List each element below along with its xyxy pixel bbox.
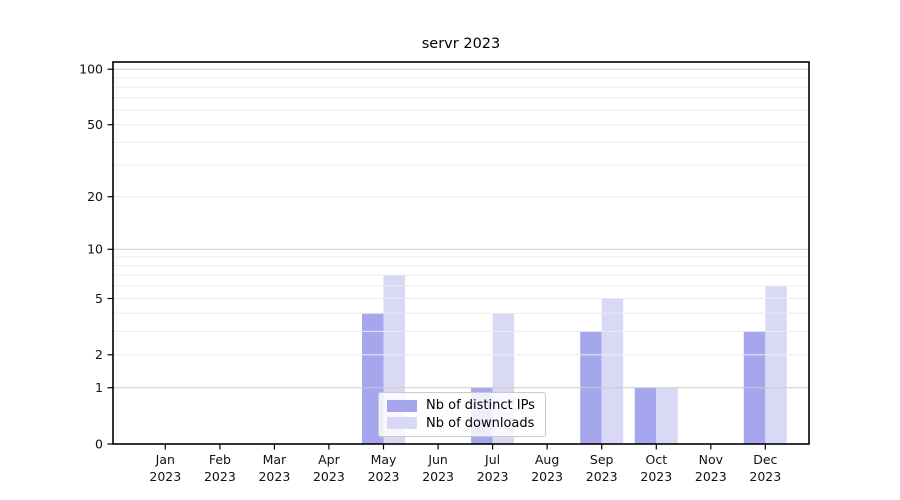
x-tick-label: May: [371, 452, 397, 467]
legend-item-distinct-ips: Nb of distinct IPs: [387, 398, 539, 414]
y-tick-label: 5: [95, 291, 103, 306]
y-tick-label: 10: [87, 242, 103, 257]
legend-label-distinct-ips: Nb of distinct IPs: [426, 398, 535, 414]
x-tick-label: Feb: [209, 452, 231, 467]
x-tick-label: 2023: [204, 469, 236, 484]
x-tick-label: Sep: [590, 452, 614, 467]
legend-swatch-downloads: [387, 417, 417, 430]
x-tick-label: Jun: [427, 452, 448, 467]
y-tick-label: 20: [87, 189, 103, 204]
x-tick-label: 2023: [149, 469, 181, 484]
y-tick-label: 1: [95, 380, 103, 395]
y-tick-label: 50: [87, 117, 103, 132]
x-tick-label: Mar: [263, 452, 287, 467]
x-tick-label: 2023: [477, 469, 509, 484]
x-tick-label: 2023: [640, 469, 672, 484]
legend: Nb of distinct IPs Nb of downloads: [378, 392, 546, 437]
legend-swatch-distinct-ips: [387, 399, 417, 412]
y-tick-label: 2: [95, 347, 103, 362]
x-tick-label: 2023: [368, 469, 400, 484]
x-tick-label: 2023: [422, 469, 454, 484]
x-tick-label: 2023: [586, 469, 618, 484]
bar-downloads: [765, 286, 787, 444]
y-tick-label: 100: [79, 62, 103, 77]
y-tick-label: 0: [95, 436, 103, 451]
x-tick-label: Dec: [753, 452, 777, 467]
x-tick-label: Jan: [155, 452, 175, 467]
x-tick-label: 2023: [695, 469, 727, 484]
x-tick-label: Jul: [484, 452, 500, 467]
x-tick-label: 2023: [749, 469, 781, 484]
chart-title: servr 2023: [421, 36, 501, 52]
bar-downloads: [601, 298, 624, 444]
x-tick-label: 2023: [258, 469, 290, 484]
legend-item-downloads: Nb of downloads: [387, 415, 539, 431]
bar-downloads: [656, 387, 678, 444]
x-tick-label: Aug: [535, 452, 559, 467]
x-tick-label: Nov: [699, 452, 724, 467]
x-tick-label: Apr: [318, 452, 340, 467]
bar-distinct-ips: [634, 387, 657, 444]
legend-label-downloads: Nb of downloads: [426, 415, 535, 431]
x-tick-label: Oct: [645, 452, 667, 467]
axes-frame: [112, 61, 810, 445]
x-tick-label: 2023: [313, 469, 345, 484]
x-tick-label: 2023: [531, 469, 563, 484]
